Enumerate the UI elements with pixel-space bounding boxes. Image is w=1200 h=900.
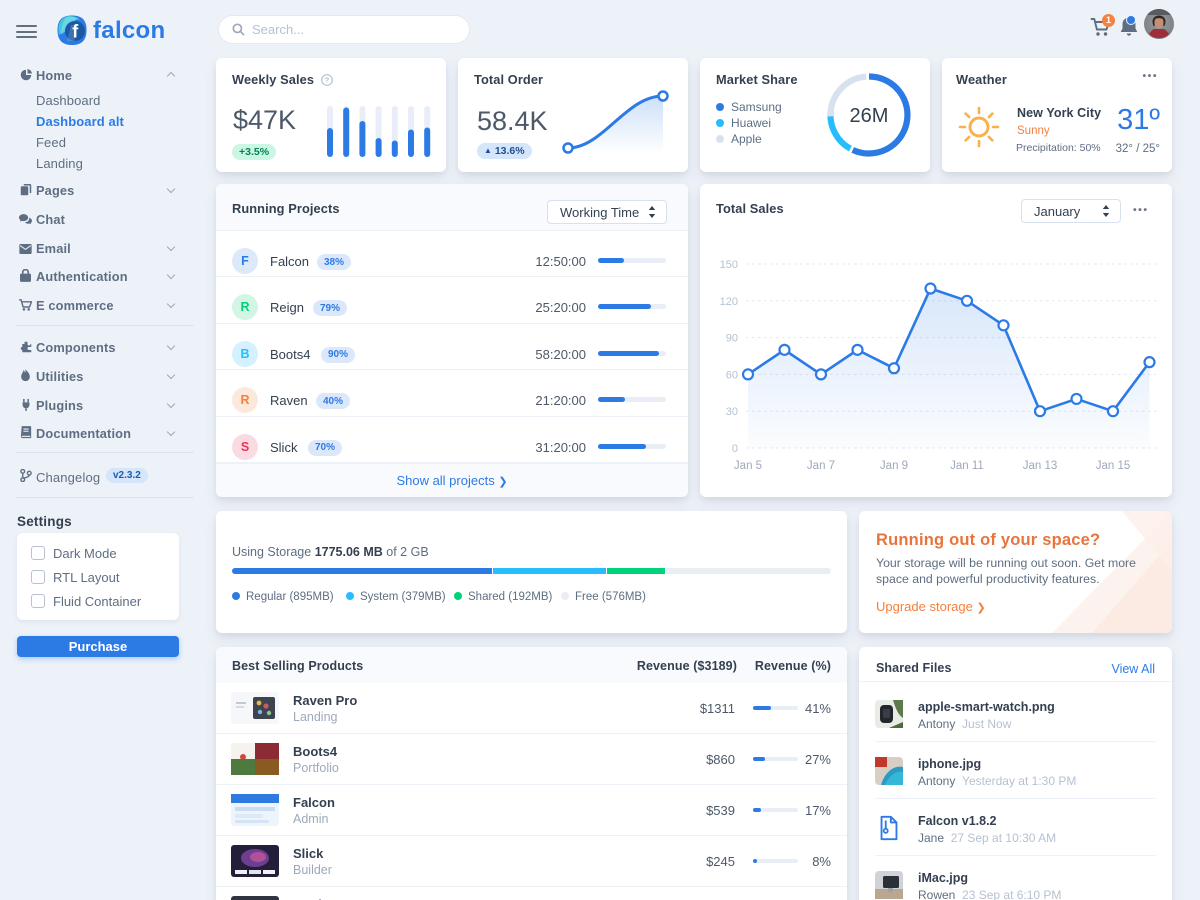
svg-text:60: 60 xyxy=(726,369,738,381)
svg-text:Jan 15: Jan 15 xyxy=(1096,460,1131,472)
svg-text:Jan 13: Jan 13 xyxy=(1023,460,1058,472)
svg-text:Jan 7: Jan 7 xyxy=(807,460,835,472)
svg-text:30: 30 xyxy=(726,406,738,418)
svg-text:150: 150 xyxy=(720,259,738,271)
svg-text:120: 120 xyxy=(720,296,738,308)
svg-text:Jan 11: Jan 11 xyxy=(950,460,984,472)
svg-text:26M: 26M xyxy=(850,105,889,127)
svg-text:?: ? xyxy=(324,76,329,85)
svg-text:Jan 9: Jan 9 xyxy=(880,460,908,472)
svg-text:Jan 5: Jan 5 xyxy=(734,460,762,472)
svg-text:90: 90 xyxy=(726,333,738,345)
svg-text:0: 0 xyxy=(732,443,738,455)
svg-text:f: f xyxy=(72,22,79,42)
